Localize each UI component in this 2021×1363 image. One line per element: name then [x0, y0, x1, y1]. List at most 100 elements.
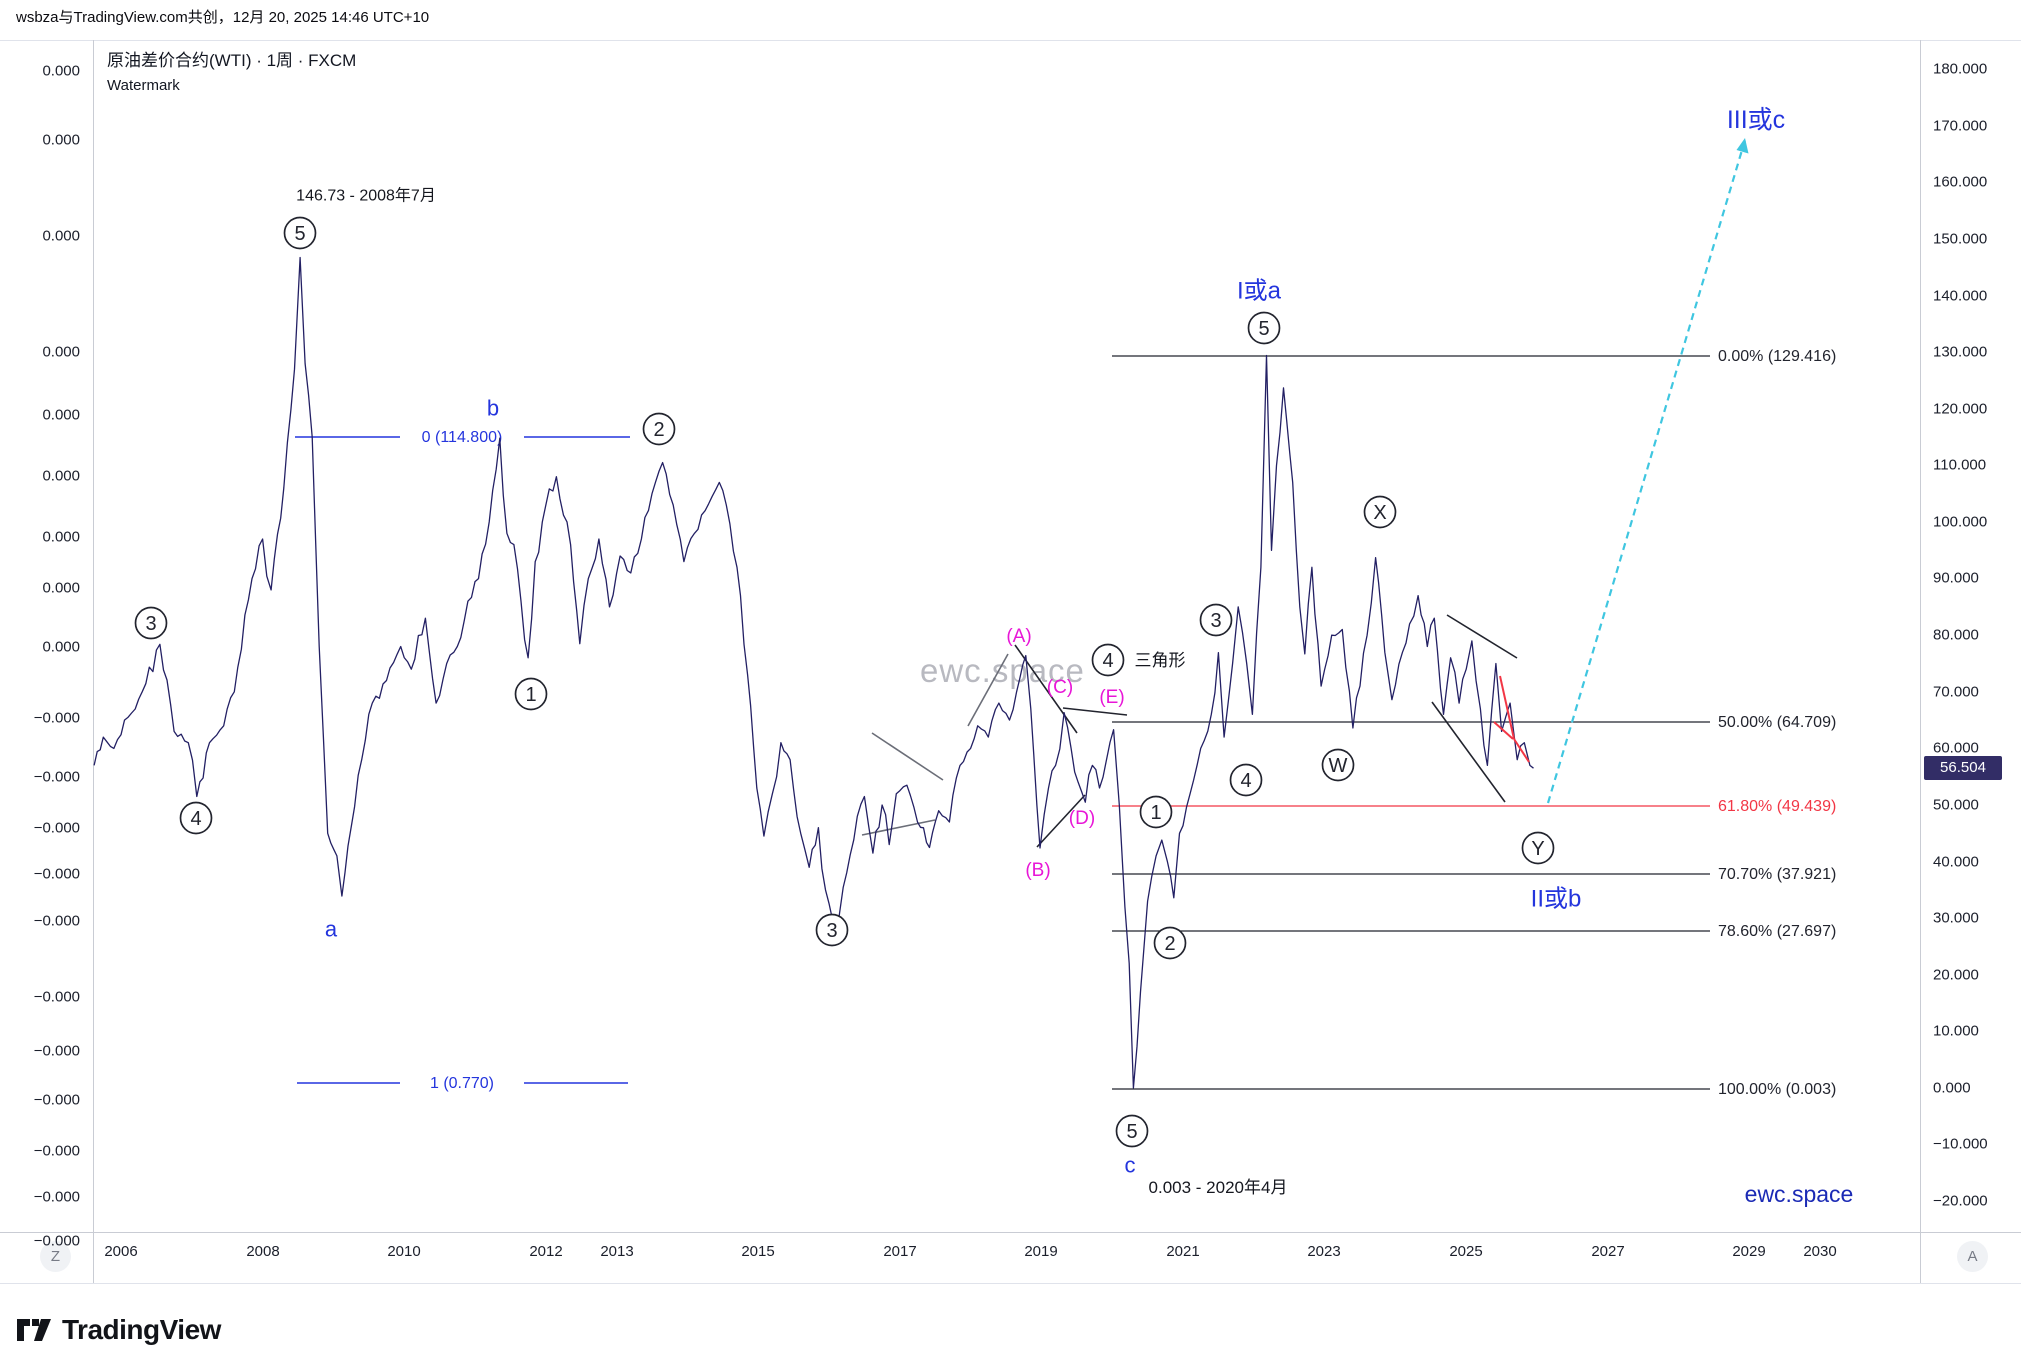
wave-label-circle[interactable] [1153, 926, 1187, 960]
right-axis-label: 120.000 [1933, 400, 1988, 418]
zoom-out-button[interactable]: Z [40, 1241, 71, 1272]
wave-label-circle[interactable] [1115, 1114, 1149, 1148]
trendline[interactable] [1062, 707, 1128, 716]
watermark-text: ewc.space [920, 652, 1085, 689]
right-axis-label: 20.000 [1933, 966, 1979, 984]
annotation-text[interactable]: 0.003 - 2020年4月 [1149, 1178, 1288, 1197]
left-axis-label: 0.000 [42, 528, 80, 546]
price-line [93, 256, 1534, 1089]
right-axis-label: 110.000 [1933, 456, 1987, 474]
left-axis-label: 0.000 [42, 579, 80, 597]
wave-label-circle[interactable] [1521, 831, 1555, 865]
wave-label-blue[interactable]: III或c [1727, 106, 1785, 134]
plot-bottom-border [0, 1232, 2021, 1233]
wave-label-circled-text: 4 [190, 808, 201, 830]
right-axis-label: 100.000 [1933, 513, 1988, 531]
chart-legend[interactable]: 原油差价合约(WTI) · 1周 · FXCM Watermark [107, 52, 356, 93]
projection-path-red[interactable] [1513, 738, 1530, 763]
time-axis-label: 2027 [1591, 1243, 1625, 1260]
right-axis-label: 40.000 [1933, 853, 1979, 871]
trendline[interactable] [967, 653, 1009, 727]
wave-label-blue[interactable]: c [1125, 1153, 1136, 1178]
time-axis-label: 2023 [1307, 1243, 1341, 1260]
wave-label-blue[interactable]: b [487, 396, 499, 421]
right-axis-label: 150.000 [1933, 230, 1988, 248]
wave-label-circle[interactable] [134, 606, 168, 640]
symbol-title[interactable]: 原油差价合约(WTI) · 1周 · FXCM [107, 51, 357, 70]
left-axis-label: −0.000 [33, 1142, 80, 1160]
trendline[interactable] [1036, 794, 1086, 848]
trendline[interactable] [1431, 701, 1506, 803]
tradingview-logo-text: TradingView [62, 1314, 221, 1345]
wave-label-blue[interactable]: ewc.space [1745, 1181, 1854, 1207]
left-axis-label: −0.000 [33, 1188, 80, 1206]
right-axis-label: 160.000 [1933, 173, 1988, 191]
time-axis-label: 2010 [387, 1243, 421, 1260]
wave-label-circled-text: 3 [826, 920, 837, 942]
projection-path-red[interactable] [1493, 721, 1514, 740]
last-price-badge: 56.504 [1924, 756, 2002, 780]
time-axis-label: 2017 [883, 1243, 917, 1260]
wave-label-blue[interactable]: a [325, 917, 338, 942]
wave-label-circle[interactable] [1199, 603, 1233, 637]
time-axis-label: 2012 [529, 1243, 563, 1260]
wave-label-circle[interactable] [514, 677, 548, 711]
projection-arrow[interactable] [1546, 139, 1747, 804]
left-axis-label: −0.000 [33, 912, 80, 930]
wave-label-blue[interactable]: I或a [1237, 277, 1282, 304]
wave-label-blue[interactable]: II或b [1531, 885, 1582, 912]
wave-label-circle[interactable] [1229, 763, 1263, 797]
left-axis-label: −0.000 [33, 819, 80, 837]
right-axis-label: 60.000 [1933, 739, 1979, 757]
wave-label-circle[interactable] [1321, 748, 1355, 782]
time-axis-label: 2019 [1024, 1243, 1058, 1260]
trendline[interactable] [1446, 614, 1518, 659]
header-divider [0, 40, 2021, 41]
left-axis-label: 0.000 [42, 467, 80, 485]
wave-label-magenta[interactable]: (A) [1006, 626, 1031, 647]
right-axis-label: 180.000 [1933, 60, 1988, 78]
right-axis-label: 130.000 [1933, 343, 1988, 361]
wave-label-circle[interactable] [283, 216, 317, 250]
wave-label-circled-text: 4 [1240, 770, 1251, 792]
wave-label-magenta[interactable]: (B) [1025, 860, 1050, 881]
trendline[interactable] [861, 819, 936, 836]
fib-level-label: 70.70% (37.921) [1718, 866, 1836, 883]
right-axis-label: 30.000 [1933, 909, 1979, 927]
wave-label-magenta[interactable]: (C) [1047, 677, 1073, 698]
wave-label-circle[interactable] [1139, 795, 1173, 829]
fib-level-label: 50.00% (64.709) [1718, 714, 1836, 731]
annotation-text[interactable]: 三角形 [1135, 651, 1186, 670]
tradingview-logo-icon [17, 1319, 51, 1341]
wave-label-circle[interactable] [1363, 495, 1397, 529]
tradingview-logo[interactable]: TradingView [16, 1314, 221, 1346]
wave-label-circle[interactable] [815, 913, 849, 947]
right-axis-label: 170.000 [1933, 117, 1988, 135]
auto-scale-button[interactable]: A [1957, 1241, 1988, 1272]
wave-label-magenta[interactable]: (E) [1099, 687, 1124, 708]
right-axis-label: 10.000 [1933, 1022, 1979, 1040]
wave-label-circle[interactable] [179, 801, 213, 835]
indicator-title[interactable]: Watermark [107, 77, 180, 94]
annotation-text[interactable]: 146.73 - 2008年7月 [296, 187, 436, 205]
left-axis-label: −0.000 [33, 1091, 80, 1109]
trendline[interactable] [1014, 644, 1078, 734]
wave-label-circle[interactable] [642, 412, 676, 446]
time-axis-label: 2021 [1166, 1243, 1200, 1260]
left-axis-label: 0.000 [42, 227, 80, 245]
wave-label-circle[interactable] [1247, 311, 1281, 345]
fib-level-label: 78.60% (27.697) [1718, 923, 1836, 940]
time-axis-label: 2029 [1732, 1243, 1766, 1260]
left-axis-label: −0.000 [33, 865, 80, 883]
wave-label-magenta[interactable]: (D) [1069, 808, 1095, 829]
left-axis-label: −0.000 [33, 1232, 80, 1250]
right-axis-label: 50.000 [1933, 796, 1979, 814]
wave-label-circle[interactable] [1091, 643, 1125, 677]
wave-label-circled-text: X [1373, 502, 1386, 524]
projection-path-red[interactable] [1499, 675, 1515, 740]
trendline[interactable] [871, 732, 944, 781]
left-axis-label: 0.000 [42, 638, 80, 656]
left-axis-label: −0.000 [33, 709, 80, 727]
left-axis-label: −0.000 [33, 768, 80, 786]
